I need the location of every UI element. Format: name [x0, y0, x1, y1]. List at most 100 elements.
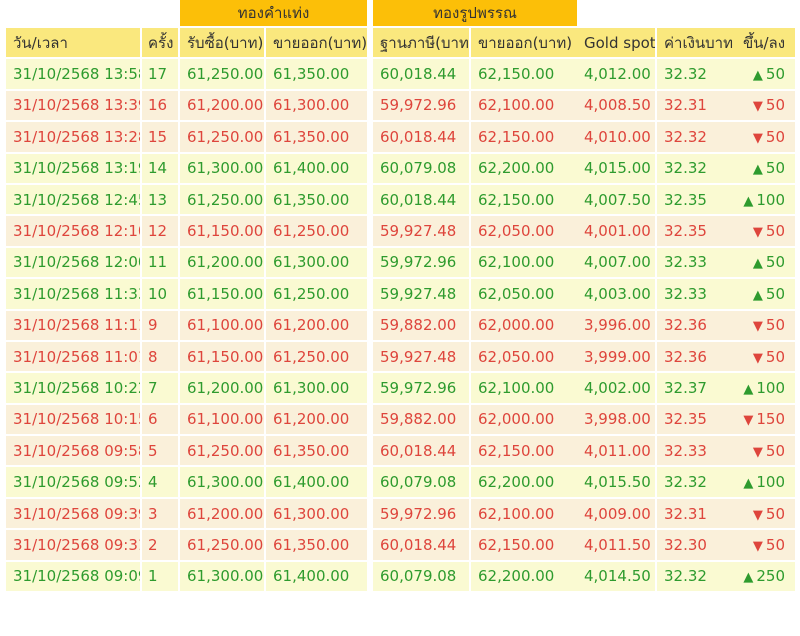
cell-ornament-sell: 62,150.00 — [471, 59, 577, 91]
cell-ornament-tax-base: 60,018.44 — [373, 530, 471, 562]
cell-change: ▲ 50 — [740, 247, 796, 280]
arrow-down-icon: ▼ — [752, 507, 763, 523]
cell-gold-spot: 4,008.50 — [577, 90, 657, 123]
cell-bar-buy: 61,200.00 — [180, 498, 266, 531]
cell-bar-sell: 61,350.00 — [266, 59, 373, 91]
change-value: 50 — [765, 535, 786, 554]
cell-change: ▼ 50 — [740, 436, 796, 468]
cell-ornament-tax-base: 59,972.96 — [373, 373, 471, 405]
table-row: 31/10/2568 09:39 3 61,200.00 61,300.00 5… — [6, 498, 796, 531]
cell-ornament-sell: 62,150.00 — [471, 184, 577, 217]
cell-bar-sell: 61,400.00 — [266, 153, 373, 185]
cell-round: 6 — [142, 404, 180, 437]
cell-change: ▼ 50 — [740, 341, 796, 374]
cell-ornament-tax-base: 60,079.08 — [373, 467, 471, 499]
cell-baht-rate: 32.32 — [657, 153, 740, 185]
table-row: 31/10/2568 09:09 1 61,300.00 61,400.00 6… — [6, 561, 796, 594]
arrow-down-icon: ▼ — [752, 225, 763, 241]
change-value: 50 — [765, 159, 786, 178]
cell-baht-rate: 32.31 — [657, 498, 740, 531]
cell-ornament-tax-base: 59,972.96 — [373, 90, 471, 123]
col-header-round: ครั้ง — [142, 28, 180, 60]
cell-datetime: 31/10/2568 09:58 — [6, 436, 142, 468]
col-header-bar-sell: ขายออก(บาท) — [266, 28, 373, 60]
change-value: 50 — [765, 504, 786, 523]
change-value: 100 — [756, 378, 786, 397]
group-header-gold-bar: ทองคำแท่ง — [180, 0, 373, 28]
cell-bar-buy: 61,150.00 — [180, 341, 266, 374]
cell-bar-buy: 61,250.00 — [180, 59, 266, 91]
cell-ornament-sell: 62,100.00 — [471, 247, 577, 280]
arrow-down-icon: ▼ — [752, 350, 763, 366]
cell-bar-sell: 61,300.00 — [266, 247, 373, 280]
cell-bar-sell: 61,300.00 — [266, 498, 373, 531]
cell-change: ▲ 100 — [740, 373, 796, 405]
arrow-down-icon: ▼ — [752, 130, 763, 146]
change-value: 50 — [765, 127, 786, 146]
cell-ornament-sell: 62,000.00 — [471, 310, 577, 342]
change-value: 150 — [756, 410, 786, 429]
cell-ornament-sell: 62,050.00 — [471, 216, 577, 248]
cell-ornament-tax-base: 60,018.44 — [373, 122, 471, 154]
cell-baht-rate: 32.36 — [657, 341, 740, 374]
cell-ornament-tax-base: 60,018.44 — [373, 184, 471, 217]
cell-datetime: 31/10/2568 13:39 — [6, 90, 142, 123]
table-row: 31/10/2568 11:11 9 61,100.00 61,200.00 5… — [6, 310, 796, 342]
cell-baht-rate: 32.33 — [657, 279, 740, 311]
table-row: 31/10/2568 10:15 6 61,100.00 61,200.00 5… — [6, 404, 796, 437]
change-value: 100 — [756, 473, 786, 492]
cell-round: 13 — [142, 184, 180, 217]
cell-bar-sell: 61,250.00 — [266, 279, 373, 311]
cell-ornament-sell: 62,100.00 — [471, 90, 577, 123]
cell-datetime: 31/10/2568 09:31 — [6, 530, 142, 562]
change-value: 50 — [765, 96, 786, 115]
cell-datetime: 31/10/2568 10:15 — [6, 404, 142, 437]
cell-change: ▼ 50 — [740, 310, 796, 342]
cell-ornament-sell: 62,200.00 — [471, 467, 577, 499]
group-header-gold-ornament: ทองรูปพรรณ — [373, 0, 577, 28]
cell-bar-buy: 61,100.00 — [180, 310, 266, 342]
column-header-row: วัน/เวลา ครั้ง รับซื้อ(บาท) ขายออก(บาท) … — [6, 28, 796, 60]
table-row: 31/10/2568 13:28 15 61,250.00 61,350.00 … — [6, 122, 796, 154]
cell-gold-spot: 3,996.00 — [577, 310, 657, 342]
arrow-up-icon: ▲ — [752, 162, 763, 178]
cell-datetime: 31/10/2568 11:11 — [6, 310, 142, 342]
cell-ornament-tax-base: 59,972.96 — [373, 498, 471, 531]
cell-ornament-sell: 62,000.00 — [471, 404, 577, 437]
cell-baht-rate: 32.33 — [657, 436, 740, 468]
cell-round: 15 — [142, 122, 180, 154]
cell-gold-spot: 4,010.00 — [577, 122, 657, 154]
cell-ornament-sell: 62,150.00 — [471, 530, 577, 562]
cell-ornament-sell: 62,200.00 — [471, 561, 577, 594]
cell-datetime: 31/10/2568 13:28 — [6, 122, 142, 154]
cell-ornament-tax-base: 59,927.48 — [373, 216, 471, 248]
cell-baht-rate: 32.32 — [657, 467, 740, 499]
cell-bar-sell: 61,300.00 — [266, 90, 373, 123]
cell-ornament-tax-base: 59,927.48 — [373, 279, 471, 311]
table-row: 31/10/2568 13:19 14 61,300.00 61,400.00 … — [6, 153, 796, 185]
table-row: 31/10/2568 09:58 5 61,250.00 61,350.00 6… — [6, 436, 796, 468]
group-header-row: ทองคำแท่ง ทองรูปพรรณ — [6, 0, 796, 28]
cell-bar-buy: 61,150.00 — [180, 279, 266, 311]
cell-round: 7 — [142, 373, 180, 405]
cell-gold-spot: 4,015.50 — [577, 467, 657, 499]
col-header-bar-buy: รับซื้อ(บาท) — [180, 28, 266, 60]
cell-baht-rate: 32.36 — [657, 310, 740, 342]
cell-bar-sell: 61,200.00 — [266, 404, 373, 437]
cell-bar-buy: 61,300.00 — [180, 467, 266, 499]
col-header-gold-spot: Gold spot — [577, 28, 657, 60]
cell-gold-spot: 4,011.00 — [577, 436, 657, 468]
cell-ornament-tax-base: 60,018.44 — [373, 436, 471, 468]
cell-change: ▼ 50 — [740, 216, 796, 248]
cell-ornament-tax-base: 59,972.96 — [373, 247, 471, 280]
cell-baht-rate: 32.32 — [657, 122, 740, 154]
cell-datetime: 31/10/2568 12:10 — [6, 216, 142, 248]
cell-bar-sell: 61,350.00 — [266, 530, 373, 562]
cell-gold-spot: 4,002.00 — [577, 373, 657, 405]
cell-round: 8 — [142, 341, 180, 374]
cell-datetime: 31/10/2568 11:33 — [6, 279, 142, 311]
cell-ornament-tax-base: 60,079.08 — [373, 153, 471, 185]
cell-bar-buy: 61,100.00 — [180, 404, 266, 437]
cell-gold-spot: 4,001.00 — [577, 216, 657, 248]
cell-ornament-tax-base: 59,927.48 — [373, 341, 471, 374]
